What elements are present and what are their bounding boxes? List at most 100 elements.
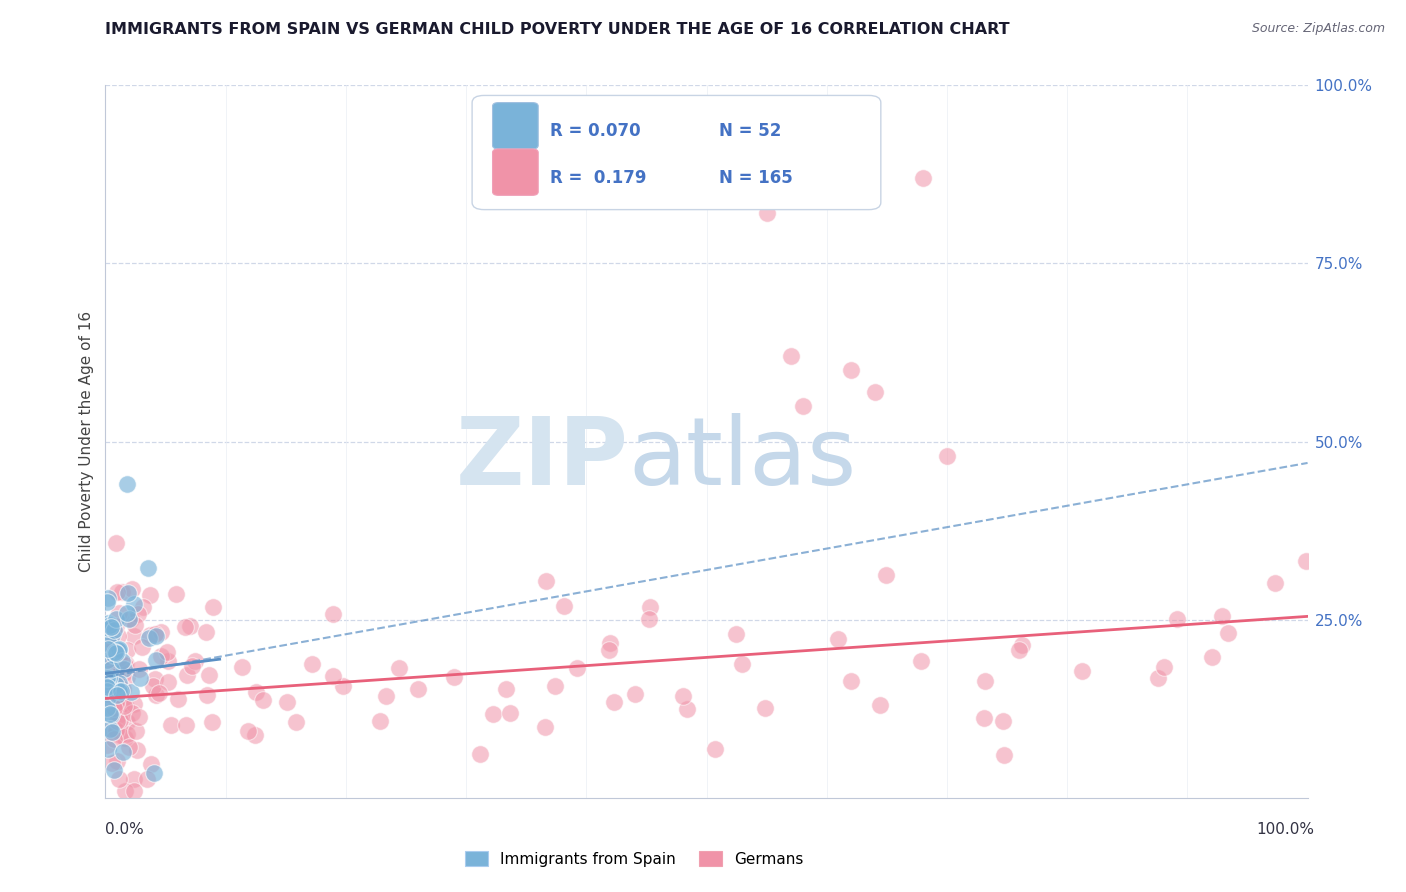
Point	[167, 691, 190, 706]
Point	[98, 652, 121, 666]
Point	[869, 698, 891, 713]
Point	[1295, 553, 1317, 567]
Point	[993, 747, 1015, 762]
Point	[245, 685, 267, 699]
Text: R =  0.179: R = 0.179	[550, 169, 647, 186]
Point	[96, 671, 118, 685]
Point	[97, 616, 120, 631]
Point	[368, 714, 391, 728]
Point	[97, 591, 120, 606]
Point	[322, 669, 344, 683]
Point	[115, 726, 138, 740]
Point	[1071, 664, 1094, 678]
Point	[118, 740, 141, 755]
Point	[100, 644, 122, 658]
Point	[97, 702, 120, 716]
Point	[124, 597, 146, 611]
Point	[96, 687, 118, 701]
Point	[174, 718, 197, 732]
Point	[100, 617, 122, 632]
Point	[468, 747, 491, 761]
Point	[131, 640, 153, 654]
Point	[96, 640, 118, 655]
Point	[731, 657, 754, 672]
Point	[284, 715, 307, 730]
FancyBboxPatch shape	[492, 149, 538, 195]
Point	[128, 663, 150, 677]
Point	[97, 642, 120, 657]
Point	[96, 595, 118, 609]
Point	[108, 651, 131, 665]
Point	[122, 630, 145, 644]
Point	[107, 629, 129, 643]
Point	[103, 701, 125, 715]
Point	[1264, 575, 1286, 590]
Point	[792, 399, 814, 413]
Point	[125, 723, 148, 738]
Point	[115, 607, 138, 621]
Point	[129, 671, 152, 685]
Point	[184, 654, 207, 668]
Point	[1153, 659, 1175, 673]
Point	[910, 654, 932, 668]
Point	[1011, 639, 1033, 653]
Text: 100.0%: 100.0%	[1257, 822, 1315, 837]
Text: atlas: atlas	[628, 413, 856, 506]
Point	[110, 690, 132, 704]
Point	[97, 678, 120, 692]
Point	[201, 600, 224, 615]
Point	[827, 632, 849, 647]
Point	[105, 646, 128, 660]
Point	[105, 754, 128, 768]
Point	[107, 772, 129, 786]
Point	[96, 692, 118, 706]
Point	[111, 584, 134, 599]
Point	[138, 561, 160, 575]
Point	[443, 670, 465, 684]
Point	[100, 722, 122, 736]
Point	[110, 684, 132, 698]
Point	[672, 689, 695, 703]
Point	[143, 626, 166, 640]
Point	[105, 714, 128, 728]
Point	[96, 739, 118, 753]
Point	[198, 667, 221, 681]
Point	[108, 606, 131, 620]
Point	[638, 612, 661, 626]
Point	[145, 629, 167, 643]
Point	[115, 699, 138, 714]
Point	[839, 363, 862, 377]
Point	[179, 619, 201, 633]
Point	[97, 671, 120, 685]
Point	[108, 728, 131, 742]
Point	[638, 600, 661, 615]
Point	[103, 648, 125, 662]
Point	[156, 654, 179, 668]
Text: 0.0%: 0.0%	[105, 822, 145, 837]
Point	[108, 713, 131, 727]
Point	[145, 653, 167, 667]
Point	[148, 685, 170, 699]
Point	[115, 643, 138, 657]
Point	[1008, 643, 1031, 657]
Legend: Immigrants from Spain, Germans: Immigrants from Spain, Germans	[460, 845, 810, 872]
Point	[108, 649, 131, 664]
Point	[136, 772, 159, 786]
Point	[332, 680, 354, 694]
Point	[624, 687, 647, 701]
Point	[112, 746, 135, 760]
Point	[96, 701, 118, 715]
Point	[100, 679, 122, 693]
Point	[252, 692, 274, 706]
Point	[704, 742, 727, 756]
Point	[499, 706, 522, 721]
Point	[101, 618, 124, 632]
Point	[127, 607, 149, 621]
Y-axis label: Child Poverty Under the Age of 16: Child Poverty Under the Age of 16	[79, 311, 94, 572]
Point	[754, 700, 776, 714]
Point	[863, 384, 886, 399]
Point	[105, 723, 128, 738]
Point	[149, 649, 172, 664]
Point	[105, 536, 128, 550]
Point	[107, 707, 129, 722]
